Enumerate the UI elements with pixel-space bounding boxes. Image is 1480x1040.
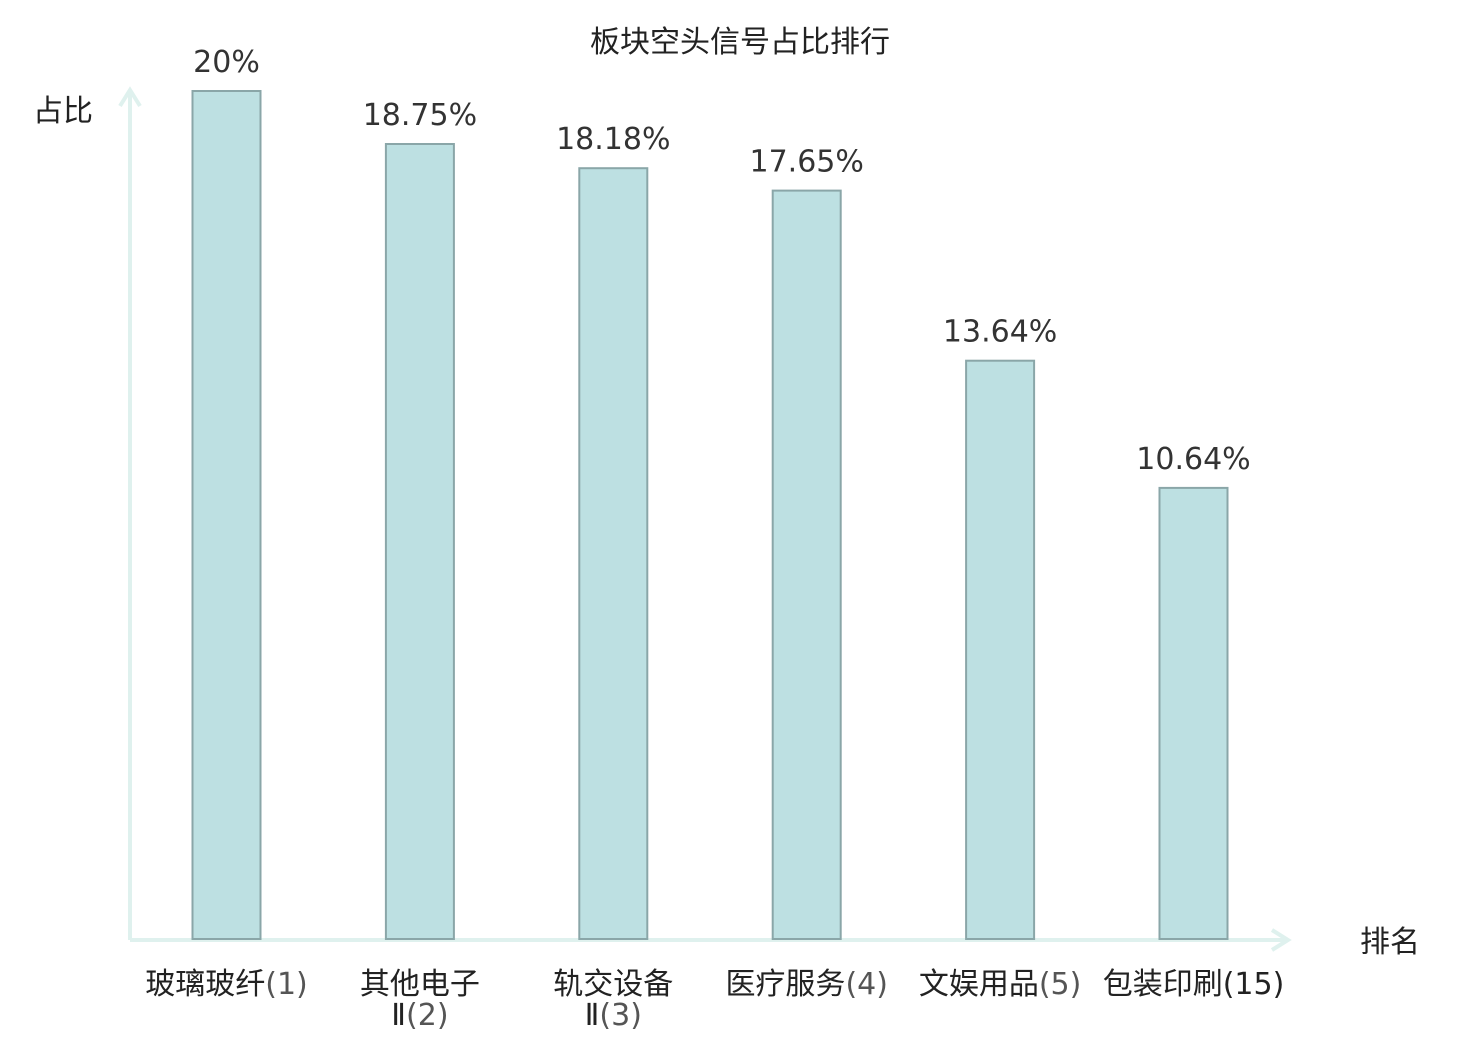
category-label: 其他电子 [360,967,480,1002]
category-label: 轨交设备 [553,967,673,1002]
y-axis-label: 占比 [33,94,93,129]
category-rank: (5) [1039,967,1082,1002]
x-axis-label: 排名 [1360,925,1420,960]
category-label: 医疗服务(4) [725,967,888,1002]
category-label: 包装印刷(15) [1103,967,1285,1002]
category-label: 玻璃玻纤(1) [145,967,308,1002]
category-name: 其他电子 [360,967,480,1002]
bar [384,143,455,940]
category-rank: (3) [599,998,642,1033]
category-name: 医疗服务 [725,967,845,1002]
category-rank: (4) [845,967,888,1002]
category-name: 包装印刷 [1103,967,1223,1002]
bar [1158,486,1229,940]
category-label-line2: Ⅱ(3) [585,998,642,1033]
chart-title: 板块空头信号占比排行 [590,25,890,60]
value-label: 13.64% [943,315,1057,350]
category-name: 轨交设备 [553,967,673,1002]
category-name: 文娱用品 [919,967,1039,1002]
category-label: 文娱用品(5) [919,967,1082,1002]
category-rank: (1) [265,967,308,1002]
category-name-suffix: Ⅱ [391,998,406,1033]
axes [118,86,1292,952]
bar [771,189,842,941]
bars-group [191,90,1229,941]
category-rank: (2) [406,998,449,1033]
value-label: 17.65% [750,145,864,180]
value-label: 18.75% [363,98,477,133]
category-label-line2: Ⅱ(2) [391,998,448,1033]
y-axis-arrow [118,86,142,108]
bar [191,90,262,940]
category-rank: (15) [1223,967,1285,1002]
value-label: 18.18% [556,122,670,157]
value-label: 10.64% [1136,442,1250,477]
bar [965,359,1036,940]
value-labels-group: 20% 18.75% 18.18% 17.65% 13.64% 10.64% [193,45,1251,477]
value-label: 20% [193,45,260,80]
bar [578,167,649,940]
category-name: 玻璃玻纤 [145,967,265,1002]
x-axis-arrow [1270,928,1292,952]
category-name-suffix: Ⅱ [585,998,600,1033]
